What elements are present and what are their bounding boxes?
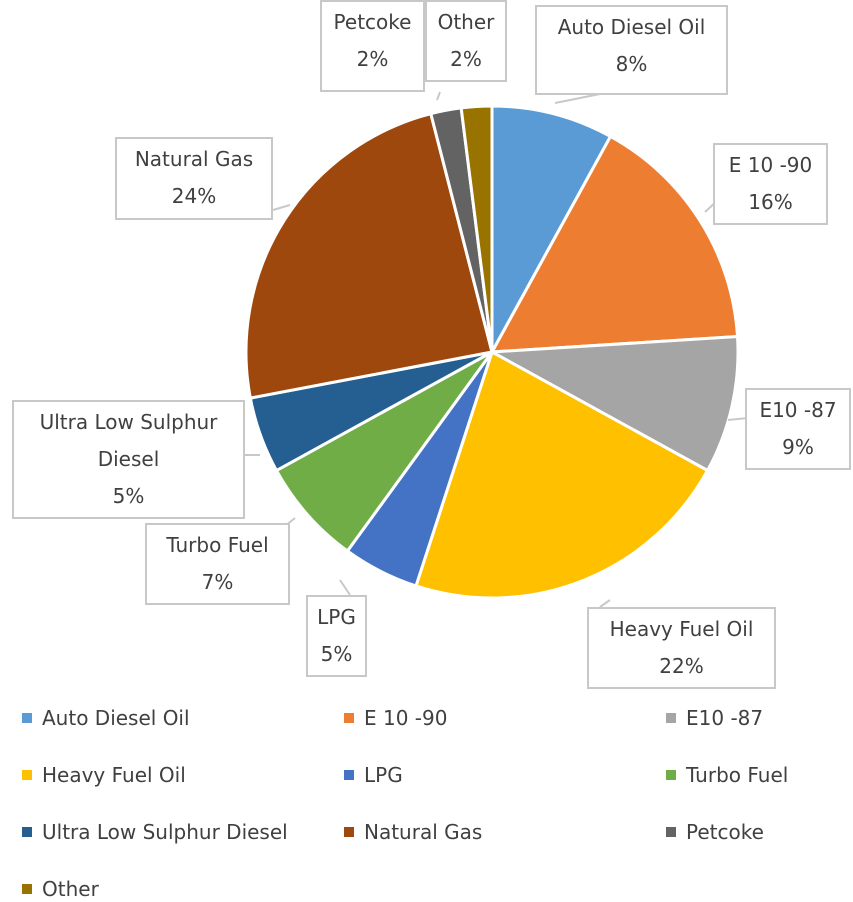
legend-item: Other xyxy=(22,877,99,901)
data-label: Turbo Fuel 7% xyxy=(145,523,290,605)
label-value: 8% xyxy=(615,52,648,76)
legend-label: E10 -87 xyxy=(686,706,764,730)
legend-label: Ultra Low Sulphur Diesel xyxy=(42,820,288,844)
data-label: LPG 5% xyxy=(306,595,367,677)
legend-swatch xyxy=(344,713,354,723)
pie-slice xyxy=(486,334,740,473)
leader-line xyxy=(727,417,749,421)
label-value: 9% xyxy=(782,435,814,459)
legend-swatch xyxy=(22,713,32,723)
legend-label: LPG xyxy=(364,763,403,787)
pie-slice xyxy=(459,104,494,353)
leader-line xyxy=(436,91,441,101)
label-value: 2% xyxy=(450,47,482,71)
legend-label: E 10 -90 xyxy=(364,706,448,730)
data-label: E 10 -90 16% xyxy=(713,143,828,225)
label-value: 7% xyxy=(201,570,234,594)
data-label: Ultra Low Sulphur Diesel 5% xyxy=(12,400,245,519)
legend-label: Petcoke xyxy=(686,820,764,844)
legend-swatch xyxy=(666,827,676,837)
data-label: Petcoke 2% xyxy=(320,0,425,92)
legend-swatch xyxy=(666,713,676,723)
leader-line xyxy=(272,204,291,211)
legend-label: Auto Diesel Oil xyxy=(42,706,190,730)
data-label: Auto Diesel Oil 8% xyxy=(535,5,728,95)
pie-slice xyxy=(490,104,613,353)
label-value: 24% xyxy=(171,184,217,208)
label-value: 5% xyxy=(320,642,353,666)
legend-item: Natural Gas xyxy=(344,820,482,844)
pie-slice xyxy=(489,134,740,354)
legend-item: E10 -87 xyxy=(666,706,763,730)
data-label: E10 -87 9% xyxy=(745,388,851,470)
legend-swatch xyxy=(22,827,32,837)
legend-item: Petcoke xyxy=(666,820,764,844)
data-label: Natural Gas 24% xyxy=(115,137,273,220)
legend-item: Auto Diesel Oil xyxy=(22,706,190,730)
legend-swatch xyxy=(22,770,32,780)
label-category: Other xyxy=(437,10,495,34)
legend-item: Ultra Low Sulphur Diesel xyxy=(22,820,288,844)
label-value: 2% xyxy=(356,47,389,71)
label-category: LPG xyxy=(317,605,356,629)
legend-item: Heavy Fuel Oil xyxy=(22,763,186,787)
label-value: 16% xyxy=(748,190,793,214)
legend-swatch xyxy=(344,827,354,837)
label-category: Heavy Fuel Oil xyxy=(609,617,754,641)
label-category: Petcoke xyxy=(333,10,412,34)
legend-item: LPG xyxy=(344,763,403,787)
legend-label: Natural Gas xyxy=(364,820,483,844)
pie-slice xyxy=(414,349,710,600)
label-value: 5% xyxy=(112,484,145,508)
pie-slice xyxy=(274,350,494,554)
pie-slice xyxy=(244,111,494,400)
legend-item: E 10 -90 xyxy=(344,706,447,730)
legend-label: Turbo Fuel xyxy=(686,763,789,787)
label-category: E10 -87 xyxy=(759,398,837,422)
label-category: Turbo Fuel xyxy=(166,533,269,557)
data-label: Other 2% xyxy=(425,0,507,82)
label-category: E 10 -90 xyxy=(728,153,813,177)
label-value: 22% xyxy=(659,654,704,678)
legend-swatch xyxy=(666,770,676,780)
legend-label: Other xyxy=(42,877,99,901)
label-category: Ultra Low Sulphur Diesel xyxy=(39,410,218,471)
data-label: Heavy Fuel Oil 22% xyxy=(587,607,776,689)
label-category: Auto Diesel Oil xyxy=(557,15,706,39)
legend-swatch xyxy=(344,770,354,780)
legend-item: Turbo Fuel xyxy=(666,763,788,787)
legend-label: Heavy Fuel Oil xyxy=(42,763,186,787)
leader-line xyxy=(599,599,611,608)
label-category: Natural Gas xyxy=(134,147,254,171)
legend-swatch xyxy=(22,884,32,894)
leader-line xyxy=(339,579,351,596)
